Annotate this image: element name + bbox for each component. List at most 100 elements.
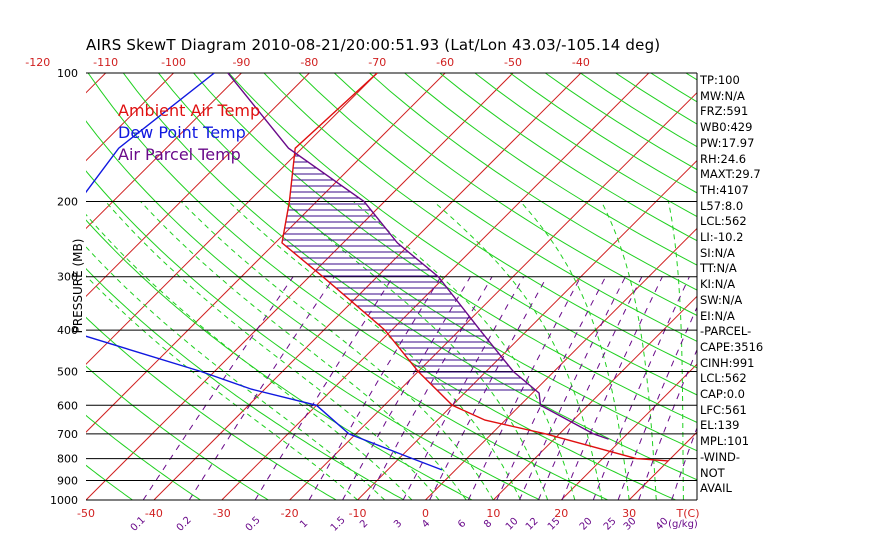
mixing-ratio-line bbox=[342, 276, 471, 500]
dry-adiabat-line bbox=[86, 170, 541, 500]
sounding-index-item: -WIND- bbox=[700, 449, 741, 464]
dry-adiabat-line bbox=[650, 73, 697, 103]
dry-adiabat-line bbox=[474, 73, 697, 218]
bottom-temp-tick-label: -50 bbox=[77, 507, 95, 520]
pressure-tick-label: 400 bbox=[57, 324, 78, 337]
mixing-ratio-line bbox=[402, 276, 525, 500]
moist-adiabat-line bbox=[285, 201, 549, 500]
bottom-temp-tick-label: -40 bbox=[145, 507, 163, 520]
sounding-index-item: RH:24.6 bbox=[700, 151, 747, 166]
mixing-ratio-label: 4 bbox=[420, 518, 432, 530]
legend-entry: Dew Point Temp bbox=[118, 123, 246, 142]
sounding-index-item: CINH:991 bbox=[700, 355, 755, 370]
mixing-ratio-line bbox=[496, 276, 607, 500]
isotherm-line bbox=[289, 91, 697, 500]
sounding-index-item: EI:N/A bbox=[700, 308, 735, 323]
dry-adiabat-line bbox=[263, 73, 697, 369]
mixing-ratio-line bbox=[429, 276, 548, 500]
pressure-tick-label: 100 bbox=[57, 67, 78, 80]
sounding-index-item: MAXT:29.7 bbox=[700, 167, 761, 182]
mixing-ratio-line bbox=[254, 276, 394, 500]
moist-adiabat-line bbox=[433, 201, 603, 500]
bottom-temp-tick-label: -10 bbox=[349, 507, 367, 520]
sounding-index-item: LI:-10.2 bbox=[700, 230, 744, 244]
sounding-index-item: MW:N/A bbox=[700, 88, 745, 103]
mixing-ratio-label: 0.2 bbox=[175, 515, 194, 534]
sounding-index-item: PW:17.97 bbox=[700, 135, 755, 150]
dry-adiabat-line bbox=[86, 365, 269, 500]
y-axis-label: PRESSURE (MB) bbox=[71, 239, 85, 334]
isotherm-line bbox=[86, 73, 242, 230]
sounding-index-item: CAP:0.0 bbox=[700, 387, 745, 401]
sounding-index-item: FRZ:591 bbox=[700, 104, 749, 119]
dry-adiabat-line bbox=[862, 73, 870, 500]
sounding-index-item: TP:100 bbox=[700, 73, 740, 87]
legend-entry: Ambient Air Temp bbox=[118, 101, 261, 120]
top-temp-tick-label: -70 bbox=[368, 56, 386, 69]
moist-adiabat-line bbox=[520, 201, 630, 500]
sounding-index-item: CAPE:3516 bbox=[700, 339, 764, 354]
dry-adiabat-line bbox=[791, 73, 870, 500]
dry-adiabat-line bbox=[298, 73, 697, 342]
sounding-index-item: -PARCEL- bbox=[700, 324, 752, 339]
dry-adiabat-line bbox=[86, 464, 133, 500]
mixing-ratio-label: 3 bbox=[392, 518, 404, 530]
pressure-tick-label: 900 bbox=[57, 474, 78, 487]
pressure-tick-label: 500 bbox=[57, 365, 78, 378]
pressure-tick-label: 600 bbox=[57, 399, 78, 412]
mixing-ratio-line bbox=[561, 276, 663, 500]
pressure-tick-label: 1000 bbox=[50, 494, 78, 507]
top-temp-tick-label: -60 bbox=[436, 56, 454, 69]
isotherm-line bbox=[86, 73, 107, 94]
mixing-ratio-label: 1 bbox=[298, 518, 310, 530]
sounding-index-item: TT:N/A bbox=[700, 261, 737, 276]
mixing-ratio-line bbox=[592, 276, 690, 500]
mixing-ratio-line bbox=[537, 276, 643, 500]
moist-adiabat-line bbox=[600, 201, 657, 500]
sounding-index-item: LCL:562 bbox=[700, 371, 747, 386]
isotherm-line bbox=[833, 73, 870, 500]
mixing-ratio-label: 2 bbox=[358, 518, 370, 530]
top-temp-tick-label: -40 bbox=[572, 56, 590, 69]
mixing-ratio-label: 20 bbox=[578, 516, 595, 533]
isotherm-line bbox=[560, 363, 697, 500]
mixing-ratio-line bbox=[467, 276, 582, 500]
mixing-ratio-line bbox=[188, 276, 335, 500]
top-temp-tick-label: -80 bbox=[300, 56, 318, 69]
pressure-tick-label: 200 bbox=[57, 196, 78, 209]
sounding-index-item: SW:N/A bbox=[700, 292, 743, 307]
top-temp-tick-label: -90 bbox=[232, 56, 250, 69]
sounding-index-item: L57:8.0 bbox=[700, 198, 744, 213]
mixing-ratio-unit: (g/kg) bbox=[668, 519, 698, 530]
dry-adiabat-line bbox=[369, 73, 697, 291]
mixing-ratio-line bbox=[671, 426, 697, 500]
dry-adiabat-line bbox=[193, 73, 697, 423]
x-axis-label: T(C) bbox=[676, 507, 700, 520]
mixing-ratio-label: 1.5 bbox=[329, 515, 348, 534]
bottom-temp-tick-label: 30 bbox=[622, 507, 636, 520]
top-temp-tick-label: -110 bbox=[93, 56, 118, 69]
isotherm-line bbox=[425, 227, 697, 500]
isotherm-line bbox=[221, 73, 650, 500]
pressure-tick-label: 800 bbox=[57, 453, 78, 466]
top-temp-tick-label: -120 bbox=[25, 56, 50, 69]
sounding-index-item: EL:139 bbox=[700, 418, 740, 433]
parcel-temp-line bbox=[227, 73, 609, 440]
dry-adiabat-line bbox=[86, 316, 337, 500]
bottom-temp-tick-label: 0 bbox=[422, 507, 429, 520]
dry-adiabat-line bbox=[86, 414, 201, 500]
mixing-ratio-line bbox=[519, 276, 626, 500]
dry-adiabat-line bbox=[756, 73, 870, 500]
isotherm-line bbox=[492, 295, 697, 500]
sounding-index-item: TH:4107 bbox=[700, 182, 749, 197]
sounding-index-item: KI:N/A bbox=[700, 277, 736, 292]
dry-adiabat-line bbox=[228, 73, 697, 396]
bottom-temp-tick-label: -20 bbox=[281, 507, 299, 520]
dry-adiabat-line bbox=[827, 73, 870, 500]
isotherm-line bbox=[86, 73, 446, 433]
dry-adiabat-line bbox=[404, 73, 697, 266]
top-temp-tick-label: -50 bbox=[504, 56, 522, 69]
dry-adiabat-line bbox=[86, 219, 473, 500]
sounding-index-item: SI:N/A bbox=[700, 245, 735, 260]
